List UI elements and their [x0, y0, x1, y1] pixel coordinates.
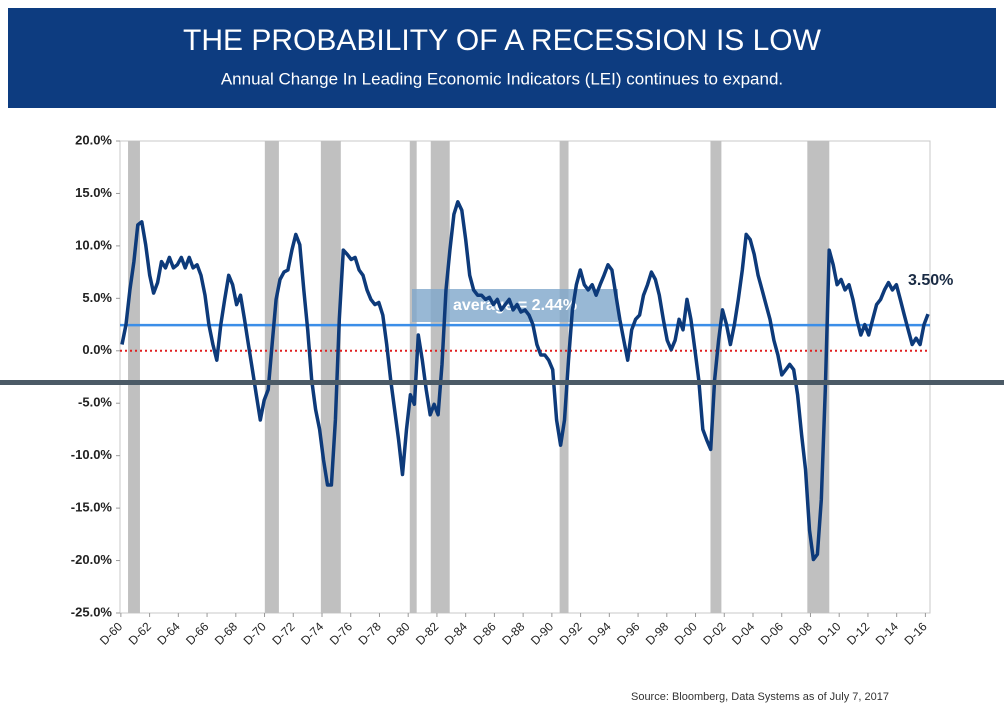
x-tick-label: D-96	[614, 619, 643, 648]
recession-band	[409, 141, 417, 613]
y-tick-label: 15.0%	[75, 185, 112, 200]
y-tick-label: 5.0%	[82, 290, 112, 305]
x-tick-label: D-70	[241, 619, 270, 648]
x-tick-label: D-08	[787, 619, 816, 648]
source-note: Source: Bloomberg, Data Systems as of Ju…	[631, 691, 889, 703]
x-tick-label: D-04	[729, 619, 758, 648]
x-tick-label: D-94	[585, 619, 614, 648]
x-tick-label: D-12	[844, 619, 873, 648]
x-tick-label: D-84	[442, 619, 471, 648]
y-tick-label: -25.0%	[71, 604, 113, 619]
divider-bar	[0, 380, 1004, 385]
x-tick-label: D-72	[269, 619, 298, 648]
chart-title: THE PROBABILITY OF A RECESSION IS LOW	[183, 24, 822, 57]
x-tick-label: D-86	[470, 619, 499, 648]
plot-frame	[119, 140, 931, 614]
x-tick-label: D-02	[700, 619, 729, 648]
y-tick-label: -15.0%	[71, 500, 113, 515]
x-tick-label: D-88	[499, 619, 528, 648]
y-tick-label: -20.0%	[71, 552, 113, 567]
recession-band	[807, 141, 830, 613]
x-tick-label: D-16	[901, 619, 930, 648]
x-tick-label: D-82	[413, 619, 442, 648]
data-line	[120, 200, 930, 562]
x-tick-label: D-10	[815, 619, 844, 648]
recession-band	[264, 141, 279, 613]
x-tick-label: D-68	[212, 619, 241, 648]
x-tick-label: D-76	[327, 619, 356, 648]
y-tick-label: -10.0%	[71, 447, 113, 462]
end-value-label: 3.50%	[908, 272, 953, 289]
x-tick-label: D-64	[154, 619, 183, 648]
x-tick-label: D-06	[758, 619, 787, 648]
x-tick-label: D-14	[873, 619, 902, 648]
x-tick-label: D-92	[557, 619, 586, 648]
x-tick-label: D-74	[298, 619, 327, 648]
x-tick-label: D-60	[97, 619, 126, 648]
x-tick-label: D-90	[528, 619, 557, 648]
recession-band	[559, 141, 569, 613]
recession-band	[320, 141, 341, 613]
x-tick-label: D-98	[643, 619, 672, 648]
y-tick-label: 10.0%	[75, 237, 112, 252]
x-tick-label: D-00	[672, 619, 701, 648]
x-tick-label: D-78	[356, 619, 385, 648]
y-tick-label: 20.0%	[75, 132, 112, 147]
x-tick-label: D-62	[126, 619, 155, 648]
header-banner	[8, 8, 996, 108]
y-tick-label: 0.0%	[82, 342, 112, 357]
x-tick-label: D-66	[183, 619, 212, 648]
x-tick-label: D-80	[384, 619, 413, 648]
recession-band	[128, 141, 140, 613]
chart-subtitle: Annual Change In Leading Economic Indica…	[221, 69, 783, 88]
y-tick-label: -5.0%	[78, 395, 112, 410]
